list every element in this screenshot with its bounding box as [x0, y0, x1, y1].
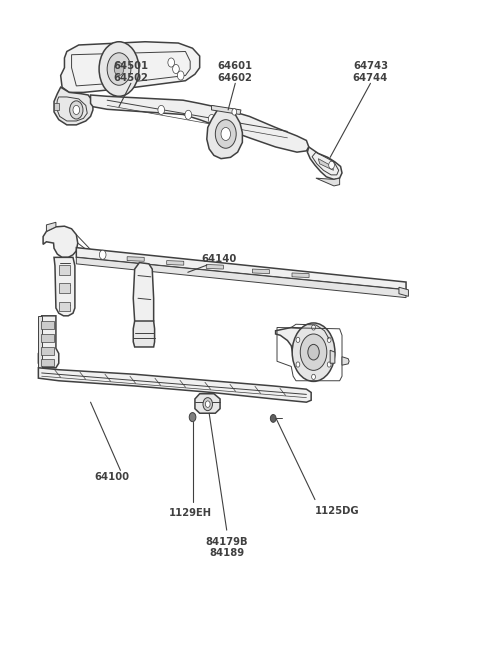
- Circle shape: [168, 58, 175, 67]
- Polygon shape: [195, 394, 220, 413]
- Text: 84179B
84189: 84179B 84189: [205, 536, 248, 558]
- Polygon shape: [54, 87, 93, 125]
- Circle shape: [70, 101, 83, 119]
- Polygon shape: [76, 248, 406, 290]
- Polygon shape: [59, 265, 70, 275]
- Polygon shape: [316, 178, 340, 186]
- Circle shape: [292, 323, 335, 381]
- Polygon shape: [133, 321, 155, 347]
- Circle shape: [158, 105, 165, 115]
- Circle shape: [296, 337, 300, 343]
- Polygon shape: [127, 257, 144, 261]
- Polygon shape: [307, 147, 342, 179]
- Circle shape: [308, 345, 319, 360]
- Text: 64601
64602: 64601 64602: [218, 61, 253, 83]
- Polygon shape: [318, 159, 334, 170]
- Polygon shape: [330, 350, 335, 364]
- Circle shape: [203, 398, 213, 411]
- Circle shape: [99, 42, 139, 96]
- Circle shape: [173, 64, 179, 73]
- Polygon shape: [292, 273, 309, 278]
- Polygon shape: [133, 263, 154, 329]
- Polygon shape: [38, 367, 311, 402]
- Circle shape: [329, 161, 335, 169]
- Polygon shape: [167, 261, 184, 265]
- Circle shape: [178, 71, 184, 80]
- Circle shape: [312, 374, 315, 379]
- Polygon shape: [276, 328, 333, 376]
- Polygon shape: [91, 95, 309, 152]
- Polygon shape: [41, 347, 54, 355]
- Text: 64140: 64140: [201, 254, 236, 264]
- Circle shape: [312, 325, 315, 330]
- Polygon shape: [342, 357, 349, 365]
- Polygon shape: [38, 316, 59, 367]
- Circle shape: [185, 110, 192, 119]
- Polygon shape: [399, 288, 408, 296]
- Circle shape: [73, 105, 80, 115]
- Text: 64743
64744: 64743 64744: [353, 61, 388, 83]
- Circle shape: [189, 413, 196, 422]
- Polygon shape: [47, 222, 56, 231]
- Text: 1125DG: 1125DG: [315, 506, 360, 516]
- Circle shape: [205, 401, 210, 407]
- Polygon shape: [212, 105, 241, 115]
- Polygon shape: [38, 316, 42, 367]
- Circle shape: [296, 362, 300, 367]
- Polygon shape: [59, 301, 70, 311]
- Polygon shape: [76, 257, 406, 297]
- Polygon shape: [43, 226, 78, 257]
- Circle shape: [208, 115, 215, 124]
- Circle shape: [99, 250, 106, 259]
- Circle shape: [114, 62, 124, 75]
- Polygon shape: [59, 284, 70, 293]
- Polygon shape: [41, 359, 54, 366]
- Circle shape: [221, 128, 230, 140]
- Text: 64501
64502: 64501 64502: [113, 61, 148, 83]
- Polygon shape: [60, 42, 200, 92]
- Polygon shape: [54, 257, 75, 316]
- Text: 64100: 64100: [95, 472, 130, 481]
- Circle shape: [327, 337, 331, 343]
- Circle shape: [107, 53, 131, 85]
- Polygon shape: [54, 103, 59, 110]
- Polygon shape: [206, 265, 223, 269]
- Circle shape: [216, 120, 236, 148]
- Text: 1129EH: 1129EH: [168, 508, 212, 518]
- Polygon shape: [41, 334, 54, 342]
- Polygon shape: [207, 108, 242, 159]
- Circle shape: [300, 334, 327, 370]
- Circle shape: [232, 109, 237, 115]
- Circle shape: [327, 362, 331, 367]
- Polygon shape: [252, 269, 269, 274]
- Circle shape: [270, 415, 276, 422]
- Polygon shape: [41, 321, 54, 329]
